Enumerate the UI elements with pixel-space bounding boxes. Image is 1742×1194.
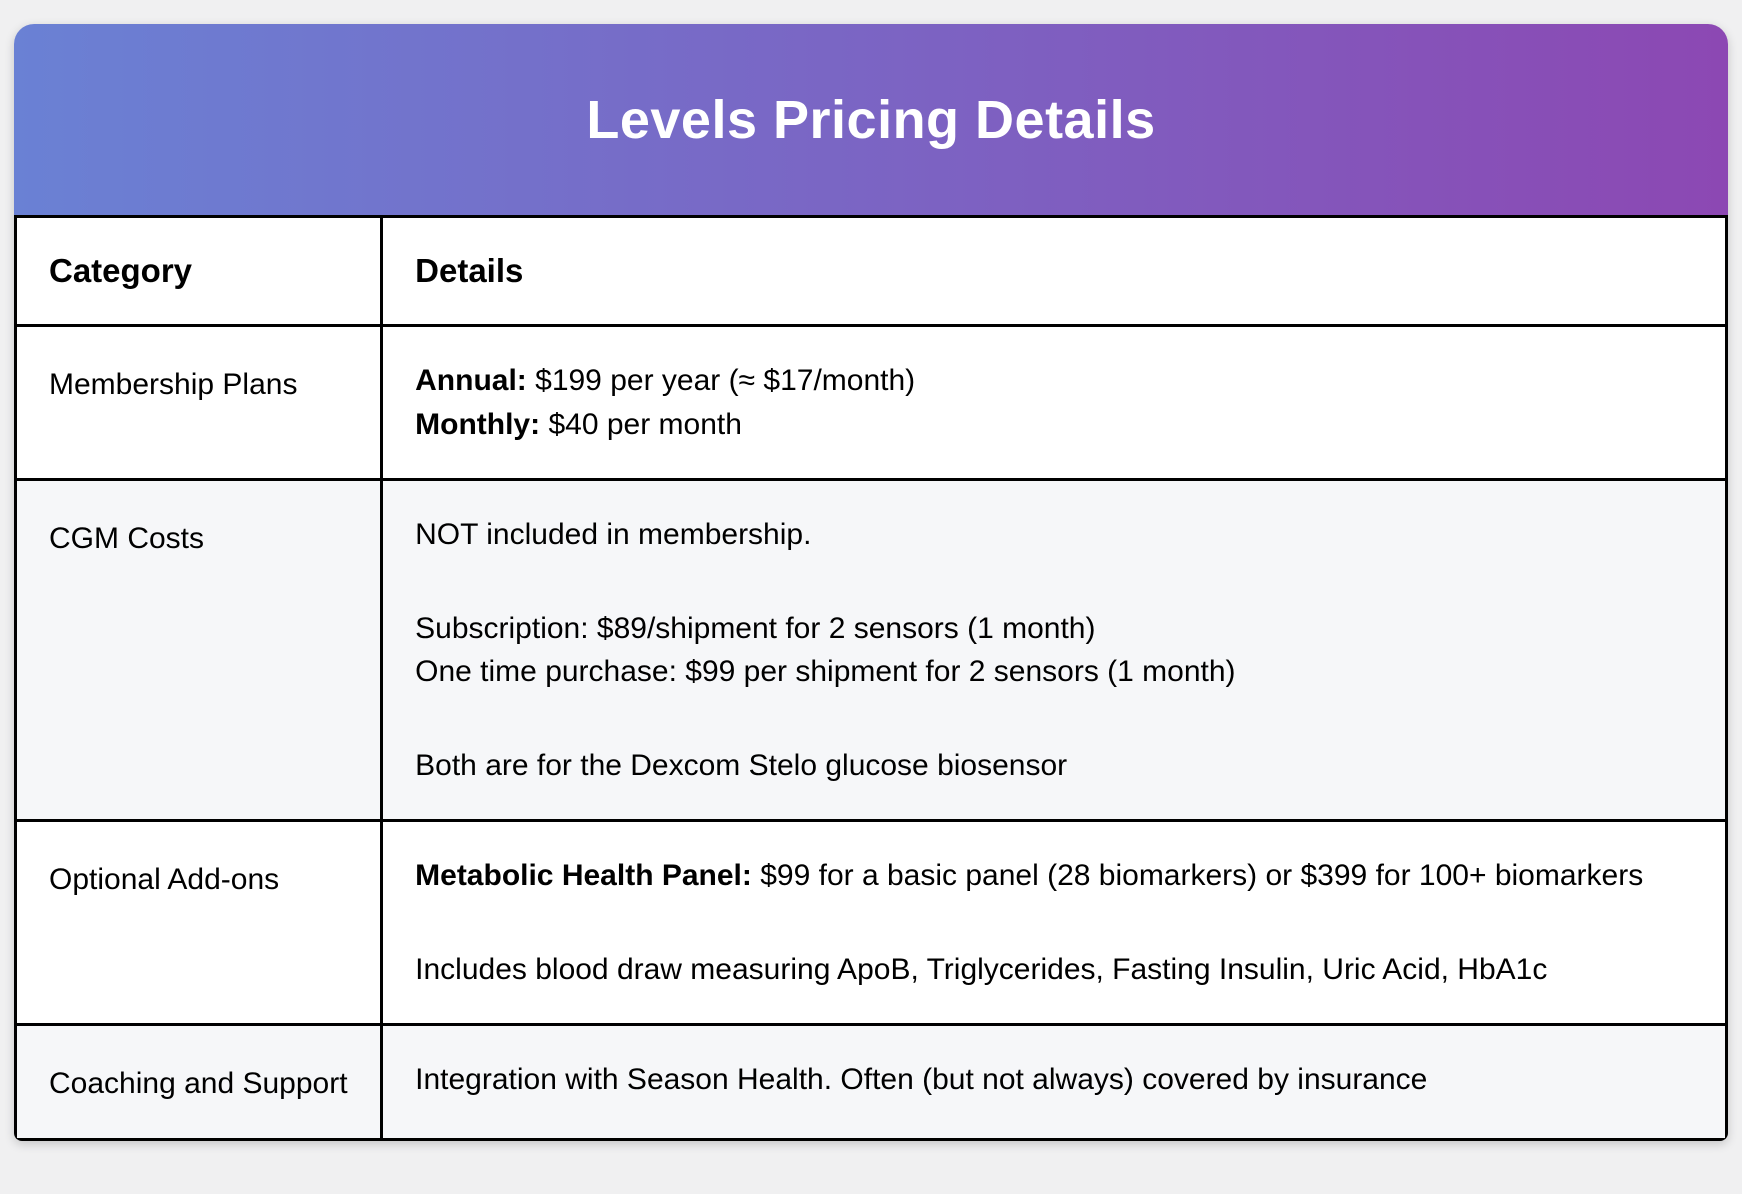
detail-label: Monthly: xyxy=(415,407,541,441)
detail-spacer xyxy=(415,898,1693,948)
card-header: Levels Pricing Details xyxy=(14,24,1728,215)
detail-line: Integration with Season Health. Often (b… xyxy=(415,1063,1428,1096)
column-header-category: Category xyxy=(14,215,384,327)
table-header-row: Category Details xyxy=(14,215,1728,327)
pricing-card: Levels Pricing Details Category Details … xyxy=(14,24,1728,1141)
category-cell: Optional Add-ons xyxy=(14,819,384,1026)
detail-line: Monthly: $40 per month xyxy=(415,407,742,441)
detail-line: Metabolic Health Panel: $99 for a basic … xyxy=(415,859,1644,892)
detail-spacer xyxy=(415,557,1693,607)
detail-line: NOT included in membership. xyxy=(415,518,812,551)
details-cell: NOT included in membership. Subscription:… xyxy=(380,478,1728,822)
detail-spacer xyxy=(415,694,1693,744)
page-title: Levels Pricing Details xyxy=(586,89,1156,150)
table-row: Membership Plans Annual: $199 per year (≈… xyxy=(14,324,1728,481)
detail-line: Includes blood draw measuring ApoB, Trig… xyxy=(415,952,1548,986)
table-row: Optional Add-ons Metabolic Health Panel: … xyxy=(14,819,1728,1026)
pricing-table: Category Details Membership Plans Annual:… xyxy=(14,215,1728,1141)
column-header-details: Details xyxy=(380,215,1728,327)
category-cell: CGM Costs xyxy=(14,478,384,822)
details-cell: Integration with Season Health. Often (b… xyxy=(380,1023,1728,1141)
detail-line: Both are for the Dexcom Stelo glucose bi… xyxy=(415,748,1068,782)
details-cell: Annual: $199 per year (≈ $17/month) Month… xyxy=(380,324,1728,481)
detail-label: Annual: xyxy=(415,364,527,397)
category-cell: Coaching and Support xyxy=(14,1023,384,1141)
table-row: CGM Costs NOT included in membership. Subs… xyxy=(14,478,1728,822)
details-cell: Metabolic Health Panel: $99 for a basic … xyxy=(380,819,1728,1026)
detail-line: One time purchase: $99 per shipment for … xyxy=(415,655,1236,688)
detail-line: Annual: $199 per year (≈ $17/month) xyxy=(415,364,916,397)
detail-line: Subscription: $89/shipment for 2 sensors… xyxy=(415,611,1096,645)
category-cell: Membership Plans xyxy=(14,324,384,481)
table-row: Coaching and Support Integration with Sea… xyxy=(14,1023,1728,1141)
detail-label: Metabolic Health Panel: xyxy=(415,859,752,892)
